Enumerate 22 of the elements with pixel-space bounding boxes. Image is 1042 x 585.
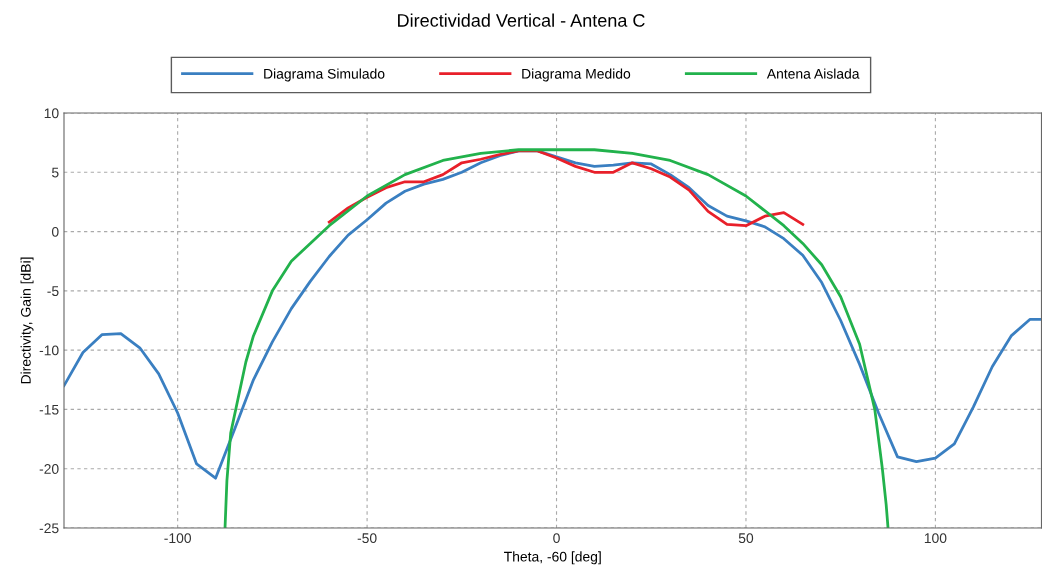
chart-title: Directividad Vertical - Antena C [398,13,645,27]
y-tick-label: -5 [47,286,59,297]
x-axis-title: Theta, -60 [deg] [504,551,601,565]
legend-label: Diagrama Medido [522,68,631,82]
y-tick-label: 10 [44,108,59,119]
legend-label: Antena Aislada [766,68,860,79]
line-series [64,149,1042,480]
line-series [223,148,890,528]
y-tick-label: 5 [51,167,59,178]
x-tick-label: 50 [738,533,754,544]
y-tick-label: -20 [39,464,59,474]
legend-label: Diagrama Simulado [264,68,385,82]
x-tick-label: 0 [553,533,560,544]
x-tick-label: -50 [357,533,377,544]
line-series [327,149,805,228]
y-axis-title: Directivity, Gain [dBi] [20,257,34,384]
y-tick-label: -15 [39,404,59,415]
x-tick-label: -100 [164,533,192,544]
y-tick-label: 0 [51,226,59,237]
x-tick-label: 100 [924,533,947,544]
y-tick-label: -10 [39,345,59,356]
y-tick-label: -25 [39,523,59,534]
